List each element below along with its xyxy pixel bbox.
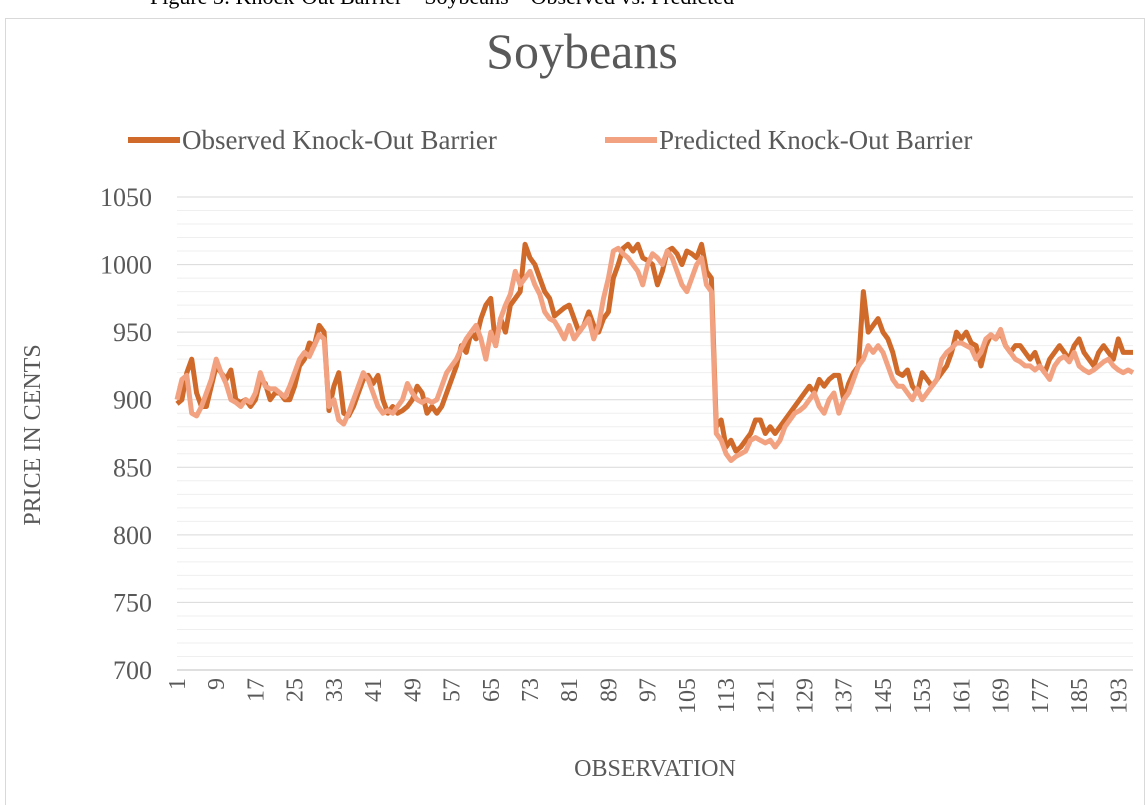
x-tick-label: 129: [793, 678, 819, 714]
x-tick-label: 121: [753, 678, 779, 714]
x-tick-label: 153: [910, 678, 936, 714]
x-tick-label: 161: [949, 678, 975, 714]
x-tick-label: 145: [871, 678, 897, 714]
x-tick-label: 89: [596, 678, 622, 702]
x-tick-label: 17: [243, 678, 269, 702]
x-tick-label: 97: [636, 678, 662, 702]
x-tick-label: 49: [400, 678, 426, 702]
x-tick-label: 81: [557, 678, 583, 702]
y-tick-label: 850: [113, 453, 152, 482]
y-tick-label: 900: [113, 386, 152, 415]
x-tick-label: 169: [989, 678, 1015, 714]
x-tick-label: 1: [165, 678, 191, 690]
y-tick-label: 700: [113, 656, 152, 685]
x-axis-title: OBSERVATION: [574, 756, 736, 782]
x-tick-label: 113: [714, 678, 740, 713]
x-tick-label: 57: [440, 678, 466, 702]
x-tick-label: 193: [1106, 678, 1132, 714]
y-tick-label: 800: [113, 521, 152, 550]
x-tick-label: 185: [1067, 678, 1093, 714]
x-tick-label: 137: [832, 678, 858, 714]
y-axis-title: PRICE IN CENTS: [20, 344, 46, 525]
x-tick-label: 105: [675, 678, 701, 714]
x-tick-label: 65: [479, 678, 505, 702]
y-tick-label: 950: [113, 318, 152, 347]
figure-caption: Figure 3: Knock-Out Barrier – Soybeans –…: [150, 0, 734, 9]
x-tick-label: 41: [361, 678, 387, 702]
x-tick-label: 73: [518, 678, 544, 702]
y-tick-label: 1000: [100, 251, 152, 280]
y-tick-label: 750: [113, 588, 152, 617]
legend-label: Observed Knock-Out Barrier: [182, 125, 497, 155]
x-tick-label: 25: [283, 678, 309, 702]
y-tick-label: 1050: [100, 183, 152, 212]
series-line: [175, 241, 1133, 454]
x-tick-label: 9: [204, 678, 230, 690]
legend-label: Predicted Knock-Out Barrier: [659, 125, 972, 155]
x-tick-label: 33: [322, 678, 348, 702]
x-tick-label: 177: [1028, 678, 1054, 714]
chart-title: Soybeans: [486, 23, 678, 79]
series-line: [174, 245, 1135, 464]
